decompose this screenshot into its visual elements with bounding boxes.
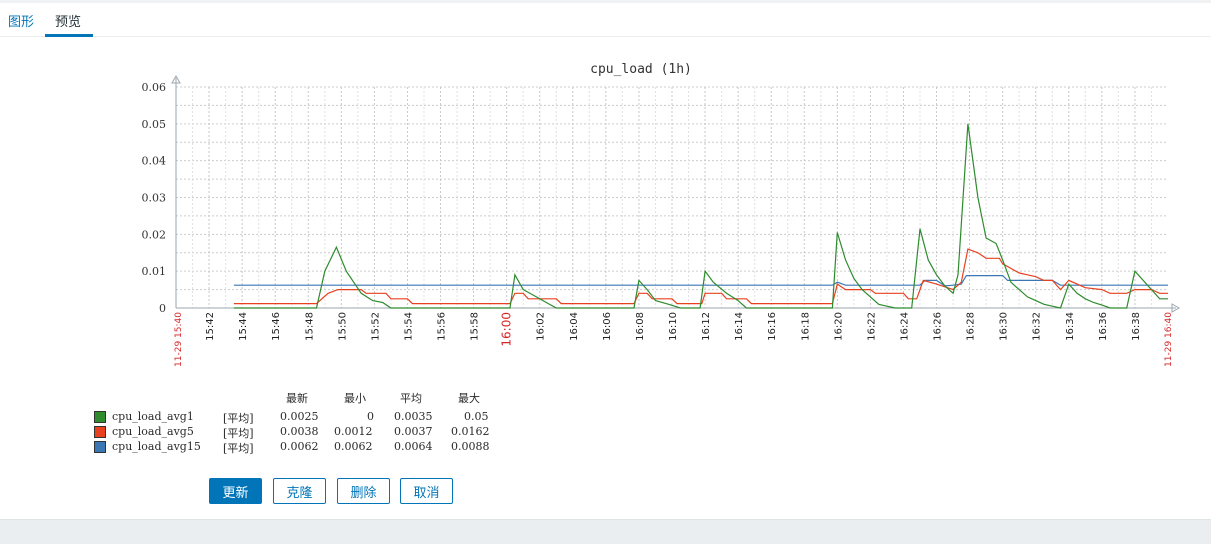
x-tick-label: 16:24 bbox=[899, 312, 910, 341]
legend-func: [平均] bbox=[223, 427, 254, 440]
x-tick-label: 16:20 bbox=[833, 312, 844, 341]
y-tick-label: 0.01 bbox=[142, 265, 167, 278]
footer-bar bbox=[0, 519, 1211, 544]
legend-min: 0.0012 bbox=[334, 425, 373, 438]
x-tick-label: 15:58 bbox=[470, 312, 481, 341]
x-tick-label: 16:02 bbox=[536, 312, 547, 341]
legend-header-max: 最大 bbox=[458, 392, 480, 405]
legend-swatch bbox=[94, 411, 106, 423]
y-tick-label: 0.03 bbox=[142, 192, 167, 205]
series-line-cpu-load-avg1 bbox=[233, 123, 1168, 309]
y-tick-label: 0.05 bbox=[142, 118, 167, 131]
legend-max: 0.0162 bbox=[451, 425, 490, 438]
x-tick-label: 16:34 bbox=[1065, 312, 1076, 341]
legend-header-min: 最小 bbox=[344, 392, 366, 405]
x-tick-label: 15:48 bbox=[304, 312, 315, 341]
y-tick-label: 0.04 bbox=[142, 155, 167, 168]
y-axis-arrow bbox=[171, 74, 181, 84]
x-tick-label: 16:10 bbox=[668, 312, 679, 341]
x-tick-label: 15:44 bbox=[238, 312, 249, 341]
x-tick-label: 16:08 bbox=[635, 312, 646, 341]
legend-header-avg: 平均 bbox=[400, 392, 422, 405]
x-tick-label: 15:42 bbox=[205, 312, 216, 341]
legend-row: cpu_load_avg5 [平均] 0.0038 0.0012 0.0037 … bbox=[92, 425, 512, 441]
legend-series-name: cpu_load_avg15 bbox=[112, 440, 201, 453]
tab-graph[interactable]: 图形 bbox=[8, 15, 35, 30]
legend-avg: 0.0064 bbox=[394, 440, 433, 453]
x-tick-label: 15:46 bbox=[271, 312, 282, 341]
series-line-cpu-load-avg15 bbox=[233, 275, 1168, 287]
x-axis-arrow bbox=[1171, 303, 1181, 313]
legend-min: 0 bbox=[367, 410, 374, 423]
update-button[interactable]: 更新 bbox=[209, 478, 262, 504]
range-end-label: 11-29 16:40 bbox=[1164, 312, 1174, 367]
legend-max: 0.05 bbox=[464, 410, 489, 423]
legend-func: [平均] bbox=[223, 442, 254, 455]
x-tick-label: 16:22 bbox=[866, 312, 877, 341]
x-tick-label: 15:56 bbox=[437, 312, 448, 341]
x-tick-label: 16:38 bbox=[1131, 312, 1142, 341]
legend-swatch bbox=[94, 441, 106, 453]
series-line-cpu-load-avg5 bbox=[233, 248, 1168, 305]
y-tick-label: 0 bbox=[159, 302, 166, 315]
x-tick-label: 16:12 bbox=[701, 312, 712, 341]
x-tick-label: 16:28 bbox=[966, 312, 977, 341]
y-tick-label: 0.02 bbox=[142, 228, 167, 241]
legend-series-name: cpu_load_avg1 bbox=[112, 410, 194, 423]
x-tick-label: 16:18 bbox=[800, 312, 811, 341]
active-tab-indicator bbox=[45, 34, 93, 37]
x-tick-label: 16:26 bbox=[933, 312, 944, 341]
chart-title: cpu_load (1h) bbox=[590, 62, 692, 77]
cancel-button[interactable]: 取消 bbox=[400, 478, 453, 504]
legend-last: 0.0038 bbox=[280, 425, 319, 438]
x-tick-label: 16:32 bbox=[1032, 312, 1043, 341]
delete-button[interactable]: 删除 bbox=[337, 478, 390, 504]
legend-swatch bbox=[94, 426, 106, 438]
legend-header-last: 最新 bbox=[286, 392, 308, 405]
legend-max: 0.0088 bbox=[451, 440, 490, 453]
legend-header: 最新 最小 平均 最大 bbox=[92, 390, 512, 406]
legend-avg: 0.0037 bbox=[394, 425, 433, 438]
x-tick-label: 15:50 bbox=[337, 312, 348, 341]
legend-last: 0.0025 bbox=[280, 410, 319, 423]
range-start-label: 11-29 15:40 bbox=[174, 312, 184, 367]
tab-bar: 图形 预览 bbox=[0, 3, 1211, 37]
legend-func: [平均] bbox=[223, 412, 254, 425]
x-tick-label: 16:00 bbox=[500, 312, 514, 347]
legend-avg: 0.0035 bbox=[394, 410, 433, 423]
x-tick-label: 16:30 bbox=[999, 312, 1010, 341]
cpu-load-chart: cpu_load (1h) 0 0.01 0.02 0.03 0.04 0.05 0.06 15… bbox=[142, 62, 1181, 367]
x-tick-label: 16:04 bbox=[569, 312, 580, 341]
legend-last: 0.0062 bbox=[280, 440, 319, 453]
x-tick-label: 16:16 bbox=[767, 312, 778, 341]
top-strip bbox=[0, 0, 1211, 3]
legend-row: cpu_load_avg1 [平均] 0.0025 0 0.0035 0.05 bbox=[92, 410, 512, 426]
clone-button[interactable]: 克隆 bbox=[273, 478, 326, 504]
legend-row: cpu_load_avg15 [平均] 0.0062 0.0062 0.0064… bbox=[92, 440, 512, 456]
x-tick-label: 16:06 bbox=[602, 312, 613, 341]
legend-min: 0.0062 bbox=[334, 440, 373, 453]
x-tick-label: 16:14 bbox=[734, 312, 745, 341]
x-tick-label: 15:52 bbox=[370, 312, 381, 341]
x-tick-label: 16:36 bbox=[1098, 312, 1109, 341]
y-tick-label: 0.06 bbox=[142, 81, 167, 94]
x-tick-label: 15:54 bbox=[403, 312, 414, 341]
legend-series-name: cpu_load_avg5 bbox=[112, 425, 194, 438]
tab-preview[interactable]: 预览 bbox=[55, 15, 82, 30]
